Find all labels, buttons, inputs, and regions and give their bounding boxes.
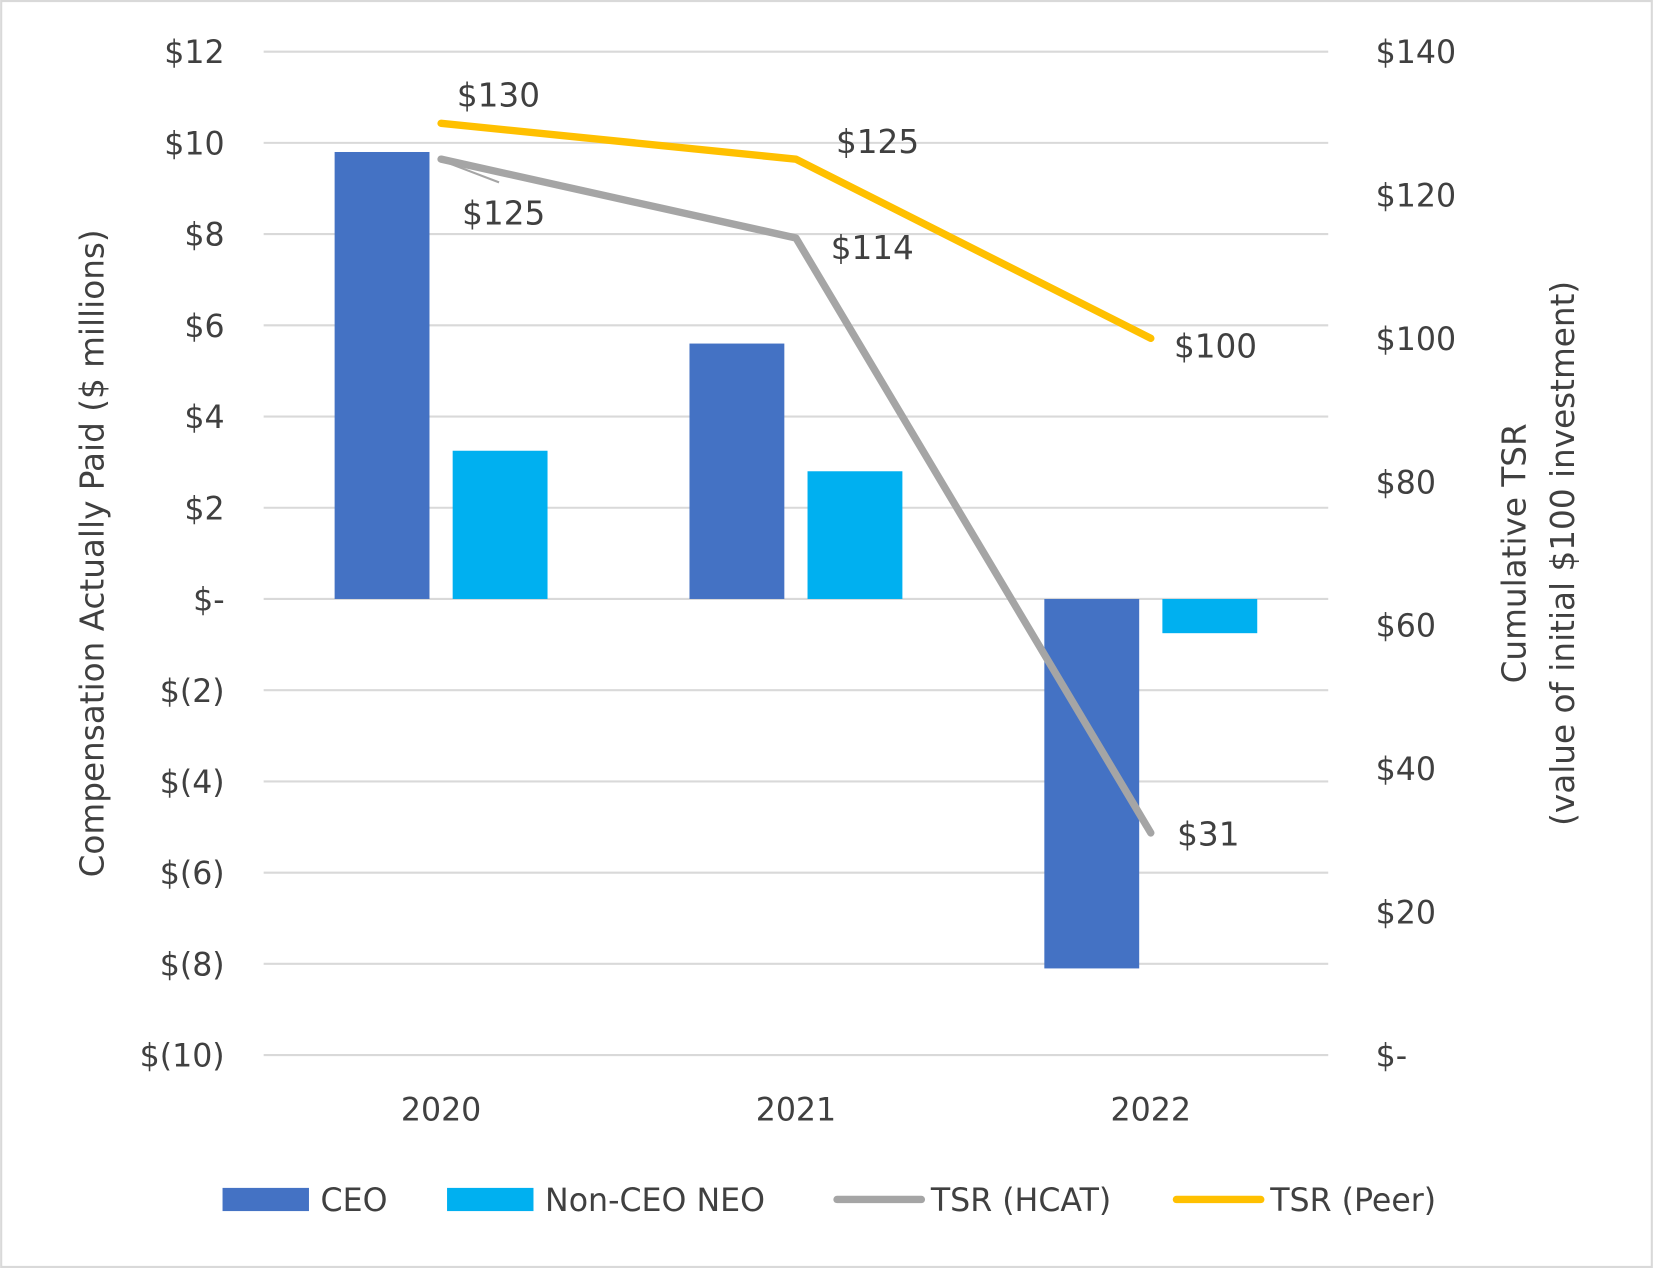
left-axis-title: Compensation Actually Paid ($ millions) xyxy=(73,229,111,877)
bar-non-ceo-neo-2021[interactable] xyxy=(807,471,903,599)
data-label: $130 xyxy=(457,76,540,114)
right-tick-label: $120 xyxy=(1376,179,1456,215)
left-tick-label: $10 xyxy=(164,126,224,162)
bar-ceo-2021[interactable] xyxy=(689,343,785,599)
data-label: $114 xyxy=(831,229,914,267)
legend-label: TSR (Peer) xyxy=(1269,1183,1436,1219)
left-tick-label: $(2) xyxy=(160,674,225,710)
right-tick-label: $80 xyxy=(1376,465,1436,501)
data-label: $100 xyxy=(1174,327,1257,365)
left-tick-label: $4 xyxy=(184,400,224,436)
right-axis-title-line1: Cumulative TSR xyxy=(1495,423,1533,683)
right-tick-label: $40 xyxy=(1376,752,1436,788)
leader-line xyxy=(445,161,500,184)
data-label: $125 xyxy=(462,195,545,233)
legend-label: TSR (HCAT) xyxy=(930,1183,1111,1219)
left-tick-label: $8 xyxy=(184,218,224,254)
left-tick-label: $(8) xyxy=(160,947,225,983)
left-tick-label: $2 xyxy=(184,491,224,527)
line-tsr-hcat[interactable] xyxy=(437,155,1155,837)
left-tick-label: $6 xyxy=(184,309,224,345)
x-tick-label: 2020 xyxy=(401,1092,481,1128)
legend-label: Non-CEO NEO xyxy=(545,1183,765,1219)
data-label: $31 xyxy=(1177,816,1239,854)
right-tick-label: $- xyxy=(1376,1039,1408,1075)
x-tick-label: 2022 xyxy=(1111,1092,1191,1128)
legend-label: CEO xyxy=(321,1183,388,1219)
left-tick-label: $(10) xyxy=(140,1039,225,1075)
legend-swatch xyxy=(447,1187,534,1212)
legend: CEO Non-CEO NEO TSR (HCAT) TSR (Peer) xyxy=(222,1183,1436,1219)
right-tick-label: $20 xyxy=(1376,895,1436,931)
left-tick-label: $(6) xyxy=(160,856,225,892)
bar-non-ceo-neo-2020[interactable] xyxy=(452,450,548,599)
legend-swatch xyxy=(222,1187,309,1212)
bar-non-ceo-neo-2022[interactable] xyxy=(1162,598,1258,634)
left-tick-label: $(4) xyxy=(160,765,225,801)
left-tick-label: $- xyxy=(193,583,225,619)
right-tick-label: $140 xyxy=(1376,35,1456,71)
right-tick-label: $100 xyxy=(1376,322,1456,358)
line-tsr-peer[interactable] xyxy=(437,119,1155,343)
bar-ceo-2020[interactable] xyxy=(334,151,430,599)
data-label: $125 xyxy=(836,123,919,161)
left-tick-label: $12 xyxy=(164,35,224,71)
right-axis-title-line2: (value of initial $100 investment) xyxy=(1544,281,1582,826)
x-tick-label: 2021 xyxy=(756,1092,836,1128)
right-tick-label: $60 xyxy=(1376,609,1436,645)
